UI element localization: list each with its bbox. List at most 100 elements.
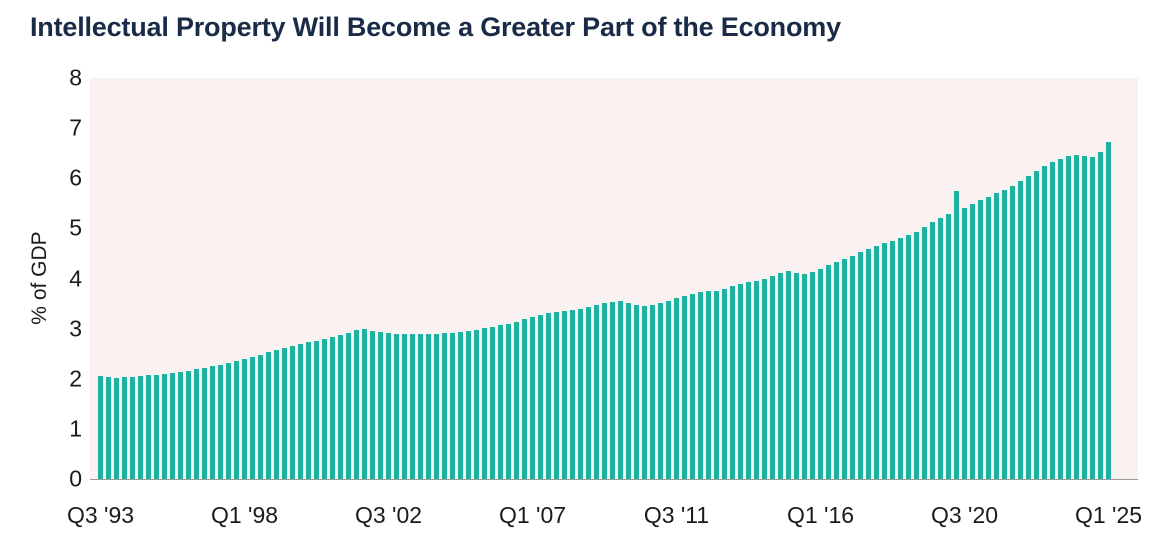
bar xyxy=(890,240,895,479)
bar xyxy=(866,249,871,479)
bar xyxy=(418,333,423,479)
bar xyxy=(682,295,687,479)
bar xyxy=(210,366,215,479)
bar xyxy=(642,305,647,479)
bar xyxy=(394,333,399,479)
bar xyxy=(298,344,303,479)
bar xyxy=(882,243,887,479)
y-tick-label: 2 xyxy=(69,365,82,392)
bar xyxy=(434,333,439,479)
x-tick-label: Q3 '93 xyxy=(66,502,135,528)
bar xyxy=(218,364,223,479)
bar xyxy=(1090,156,1095,479)
x-tick-label: Q1 '16 xyxy=(786,502,855,528)
bar xyxy=(722,288,727,479)
bar xyxy=(626,302,631,479)
bar xyxy=(746,282,751,479)
y-tick-label: 7 xyxy=(69,114,82,141)
bar xyxy=(234,360,239,479)
bar xyxy=(178,372,183,479)
x-tick-label: Q1 '07 xyxy=(498,502,567,528)
bar xyxy=(194,369,199,479)
bar xyxy=(954,190,959,479)
x-axis: Q3 '93 Q1 '98 Q3 '02 Q1 '07 Q3 '11 Q1 '16 Q3 '… xyxy=(67,502,1142,533)
bar xyxy=(338,335,343,479)
bar xyxy=(522,319,527,479)
bar xyxy=(578,308,583,479)
bar xyxy=(266,352,271,479)
bar xyxy=(498,325,503,479)
bar xyxy=(282,348,287,479)
bar xyxy=(1010,185,1015,479)
bar xyxy=(154,374,159,479)
bar xyxy=(250,356,255,479)
bar xyxy=(386,333,391,479)
y-tick-label: 3 xyxy=(69,315,82,342)
y-axis: 0 1 2 3 4 5 6 7 8 xyxy=(20,66,82,490)
bar xyxy=(730,285,735,479)
bar xyxy=(554,312,559,479)
bar xyxy=(410,333,415,479)
bar xyxy=(562,311,567,479)
bar xyxy=(330,337,335,479)
bar xyxy=(674,298,679,479)
y-tick-label: 5 xyxy=(69,214,82,241)
bar xyxy=(906,235,911,479)
bar xyxy=(1082,155,1087,479)
bar xyxy=(618,300,623,479)
bar xyxy=(1034,170,1039,479)
bar xyxy=(442,333,447,479)
bar xyxy=(586,306,591,479)
bar xyxy=(490,326,495,479)
bar xyxy=(1098,151,1103,479)
bar xyxy=(202,367,207,479)
bar xyxy=(818,268,823,479)
bar xyxy=(138,376,143,479)
bar xyxy=(1074,154,1079,479)
bar xyxy=(314,340,319,479)
bar xyxy=(778,272,783,479)
bar xyxy=(930,222,935,479)
bar xyxy=(842,259,847,479)
bar xyxy=(186,370,191,479)
bar xyxy=(794,273,799,479)
bar xyxy=(306,342,311,479)
bar xyxy=(986,196,991,479)
bar xyxy=(754,280,759,479)
x-tick-label: Q3 '02 xyxy=(354,502,423,528)
bar xyxy=(938,218,943,479)
bar xyxy=(810,271,815,479)
bar xyxy=(826,265,831,479)
bar xyxy=(362,329,367,479)
bar xyxy=(602,303,607,479)
bar xyxy=(770,275,775,479)
x-tick-label: Q3 '20 xyxy=(930,502,999,528)
bar xyxy=(458,332,463,479)
bar xyxy=(1066,156,1071,479)
bar xyxy=(706,290,711,479)
y-tick-label: 0 xyxy=(69,465,82,492)
bar xyxy=(850,255,855,479)
bar xyxy=(978,200,983,479)
bar xyxy=(594,304,599,479)
bar xyxy=(170,373,175,479)
bar xyxy=(474,329,479,479)
bar xyxy=(970,204,975,479)
bar xyxy=(1058,159,1063,479)
bar xyxy=(738,283,743,479)
bar xyxy=(162,374,167,479)
bar xyxy=(274,350,279,479)
bar xyxy=(98,376,103,479)
bar xyxy=(658,302,663,479)
bar xyxy=(922,227,927,479)
bar xyxy=(714,291,719,479)
bar-series xyxy=(98,78,1111,479)
bar xyxy=(1042,166,1047,479)
bar xyxy=(546,313,551,479)
bar xyxy=(1106,142,1111,479)
bar xyxy=(242,358,247,479)
bar xyxy=(146,375,151,479)
bar xyxy=(834,262,839,479)
x-tick-label: Q1 '98 xyxy=(210,502,279,528)
